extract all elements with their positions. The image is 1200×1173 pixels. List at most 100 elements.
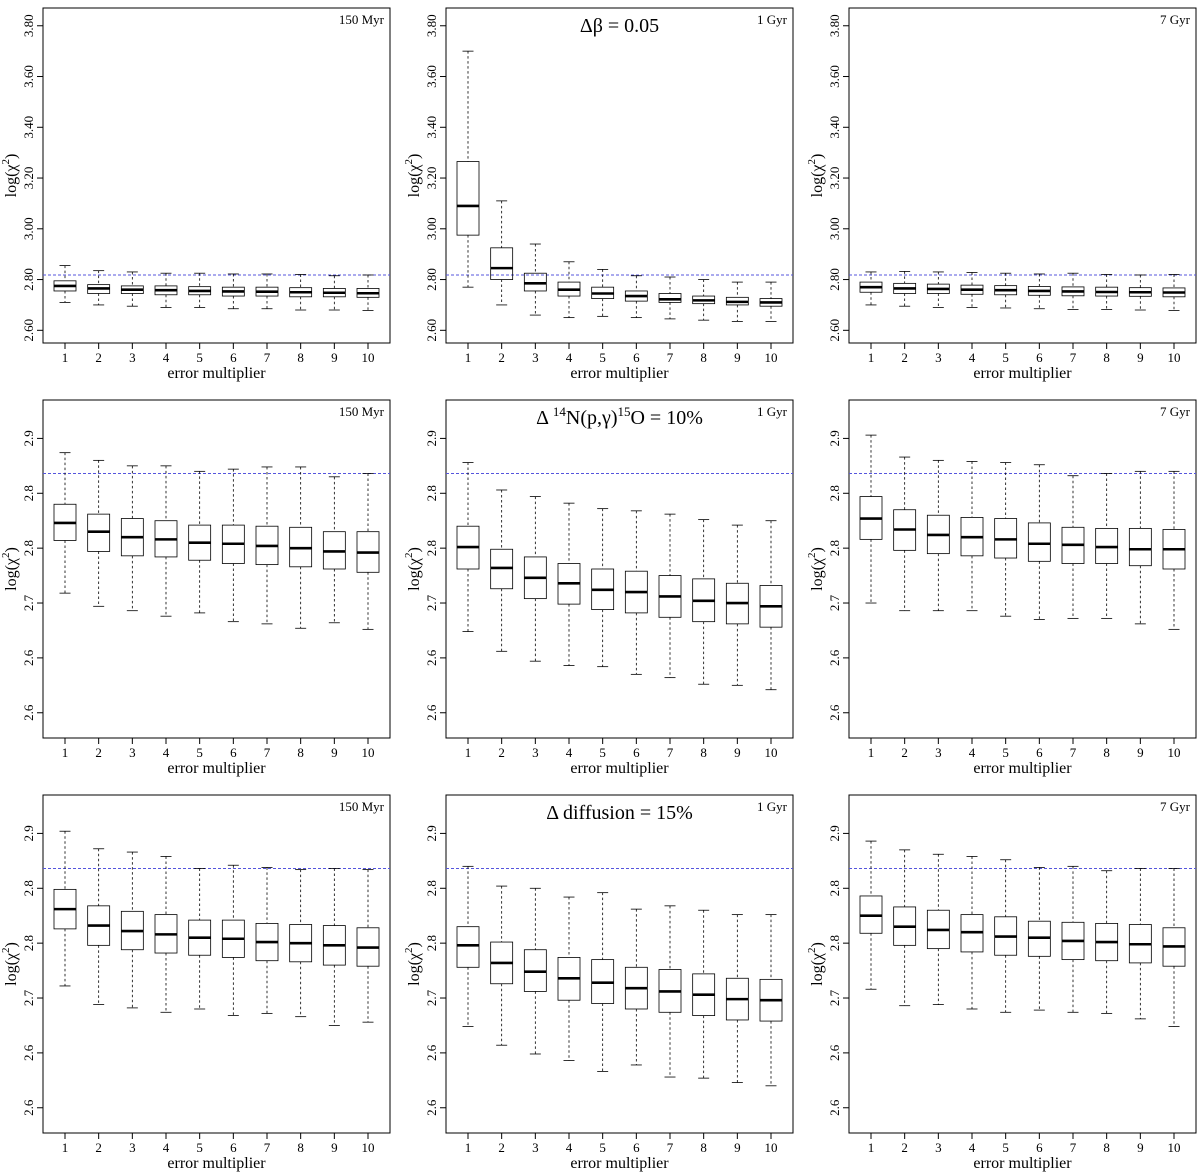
x-tick-label: 3 <box>532 1140 539 1155</box>
x-tick-label: 8 <box>700 350 707 365</box>
x-tick-label: 1 <box>62 745 69 760</box>
y-tick-label: 2.7 <box>827 989 842 1006</box>
x-tick-label: 7 <box>264 745 271 760</box>
box-9 <box>1128 470 1152 625</box>
x-tick-label: 5 <box>1002 1140 1009 1155</box>
box-9 <box>1128 274 1152 311</box>
y-tick-label: 2.6 <box>424 704 439 721</box>
x-tick-label: 7 <box>667 1140 674 1155</box>
x-tick-label: 8 <box>1103 1140 1110 1155</box>
panel-2-2: 2.6 2.6 2.7 2.8 2.8 2.9 1 2 3 4 5 6 7 8 9 10 error multi… <box>806 794 1197 1172</box>
y-tick-label: 2.60 <box>424 319 439 342</box>
age-label: 7 Gyr <box>1160 404 1191 419</box>
y-axis-label: log(χ2) <box>0 547 20 591</box>
box-1 <box>53 452 77 594</box>
x-axis-label: error multiplier <box>167 760 266 777</box>
box-8 <box>692 519 716 685</box>
x-tick-label: 10 <box>362 745 375 760</box>
x-axis-label: error multiplier <box>570 1155 669 1172</box>
x-tick-label: 5 <box>196 350 203 365</box>
box-3 <box>120 465 144 612</box>
box-10 <box>759 914 783 1087</box>
x-tick-label: 7 <box>667 350 674 365</box>
box-10 <box>759 520 783 691</box>
box-6 <box>1027 273 1051 310</box>
y-tick-label: 2.6 <box>424 1044 439 1061</box>
box-5 <box>994 462 1018 617</box>
x-tick-label: 9 <box>1137 350 1144 365</box>
x-tick-label: 9 <box>331 350 338 365</box>
y-tick-label: 3.80 <box>424 14 439 37</box>
x-tick-label: 1 <box>868 1140 875 1155</box>
box-9 <box>725 914 749 1083</box>
y-axis-label: log(χ2) <box>806 547 826 591</box>
box-3 <box>523 243 547 316</box>
box-8 <box>1095 870 1119 1014</box>
box-2 <box>893 271 917 307</box>
y-tick-label: 2.7 <box>21 989 36 1006</box>
box-7 <box>1061 865 1085 1013</box>
y-tick-label: 2.6 <box>424 1099 439 1116</box>
x-tick-label: 6 <box>633 1140 640 1155</box>
box-5 <box>994 272 1018 309</box>
x-tick-label: 2 <box>95 745 102 760</box>
y-tick-label: 2.9 <box>21 430 36 446</box>
x-tick-label: 10 <box>765 350 778 365</box>
box-3 <box>120 851 144 1009</box>
x-tick-label: 6 <box>1036 1140 1043 1155</box>
y-tick-label: 3.00 <box>424 217 439 240</box>
box-7 <box>255 273 279 310</box>
x-tick-label: 10 <box>1168 350 1181 365</box>
y-axis-label: log(χ2) <box>806 154 826 198</box>
x-tick-label: 8 <box>297 350 304 365</box>
y-tick-label: 3.20 <box>21 167 36 190</box>
box-2 <box>490 885 514 1046</box>
y-tick-label: 2.8 <box>21 935 36 951</box>
panel-0-0: 2.60 2.80 3.00 3.20 3.40 3.60 3.80 1 2 3 4 5 6 7 8 9 10 e… <box>0 7 391 382</box>
box-1 <box>859 434 883 604</box>
box-5 <box>591 892 615 1072</box>
y-tick-label: 2.80 <box>21 268 36 291</box>
y-tick-label: 2.8 <box>827 540 842 556</box>
box-7 <box>1061 272 1085 310</box>
x-tick-label: 2 <box>95 350 102 365</box>
y-tick-label: 2.6 <box>827 1099 842 1116</box>
x-tick-label: 6 <box>1036 745 1043 760</box>
iqr-box <box>658 293 682 303</box>
y-tick-label: 2.6 <box>424 649 439 666</box>
box-6 <box>1027 867 1051 1011</box>
x-tick-label: 5 <box>1002 350 1009 365</box>
y-tick-label: 2.7 <box>21 594 36 611</box>
y-tick-label: 2.6 <box>827 704 842 721</box>
y-tick-label: 2.9 <box>21 825 36 841</box>
y-tick-label: 3.20 <box>424 167 439 190</box>
x-tick-label: 4 <box>566 350 573 365</box>
x-tick-label: 2 <box>901 745 908 760</box>
y-tick-label: 2.6 <box>827 649 842 666</box>
y-tick-label: 2.6 <box>827 1044 842 1061</box>
x-tick-label: 1 <box>465 745 472 760</box>
x-tick-label: 6 <box>230 745 237 760</box>
box-1 <box>859 840 883 990</box>
box-6 <box>221 273 245 310</box>
y-tick-label: 3.80 <box>827 14 842 37</box>
box-4 <box>960 461 984 612</box>
box-5 <box>188 470 212 614</box>
x-tick-label: 2 <box>498 1140 505 1155</box>
x-tick-label: 3 <box>935 745 942 760</box>
x-tick-label: 9 <box>734 1140 741 1155</box>
box-8 <box>1095 473 1119 619</box>
age-label: 1 Gyr <box>757 799 788 814</box>
box-9 <box>322 275 346 311</box>
box-2 <box>893 849 917 1007</box>
y-tick-label: 3.60 <box>827 65 842 88</box>
y-tick-label: 2.8 <box>21 540 36 556</box>
panel-1-2: 2.6 2.6 2.7 2.8 2.8 2.9 1 2 3 4 5 6 7 8 9 10 error multi… <box>806 399 1197 777</box>
x-tick-label: 4 <box>566 745 573 760</box>
x-axis-label: error multiplier <box>570 760 669 777</box>
x-tick-label: 2 <box>498 745 505 760</box>
age-label: 150 Myr <box>339 12 385 27</box>
box-6 <box>624 510 648 675</box>
x-tick-label: 8 <box>297 1140 304 1155</box>
x-tick-label: 6 <box>633 745 640 760</box>
